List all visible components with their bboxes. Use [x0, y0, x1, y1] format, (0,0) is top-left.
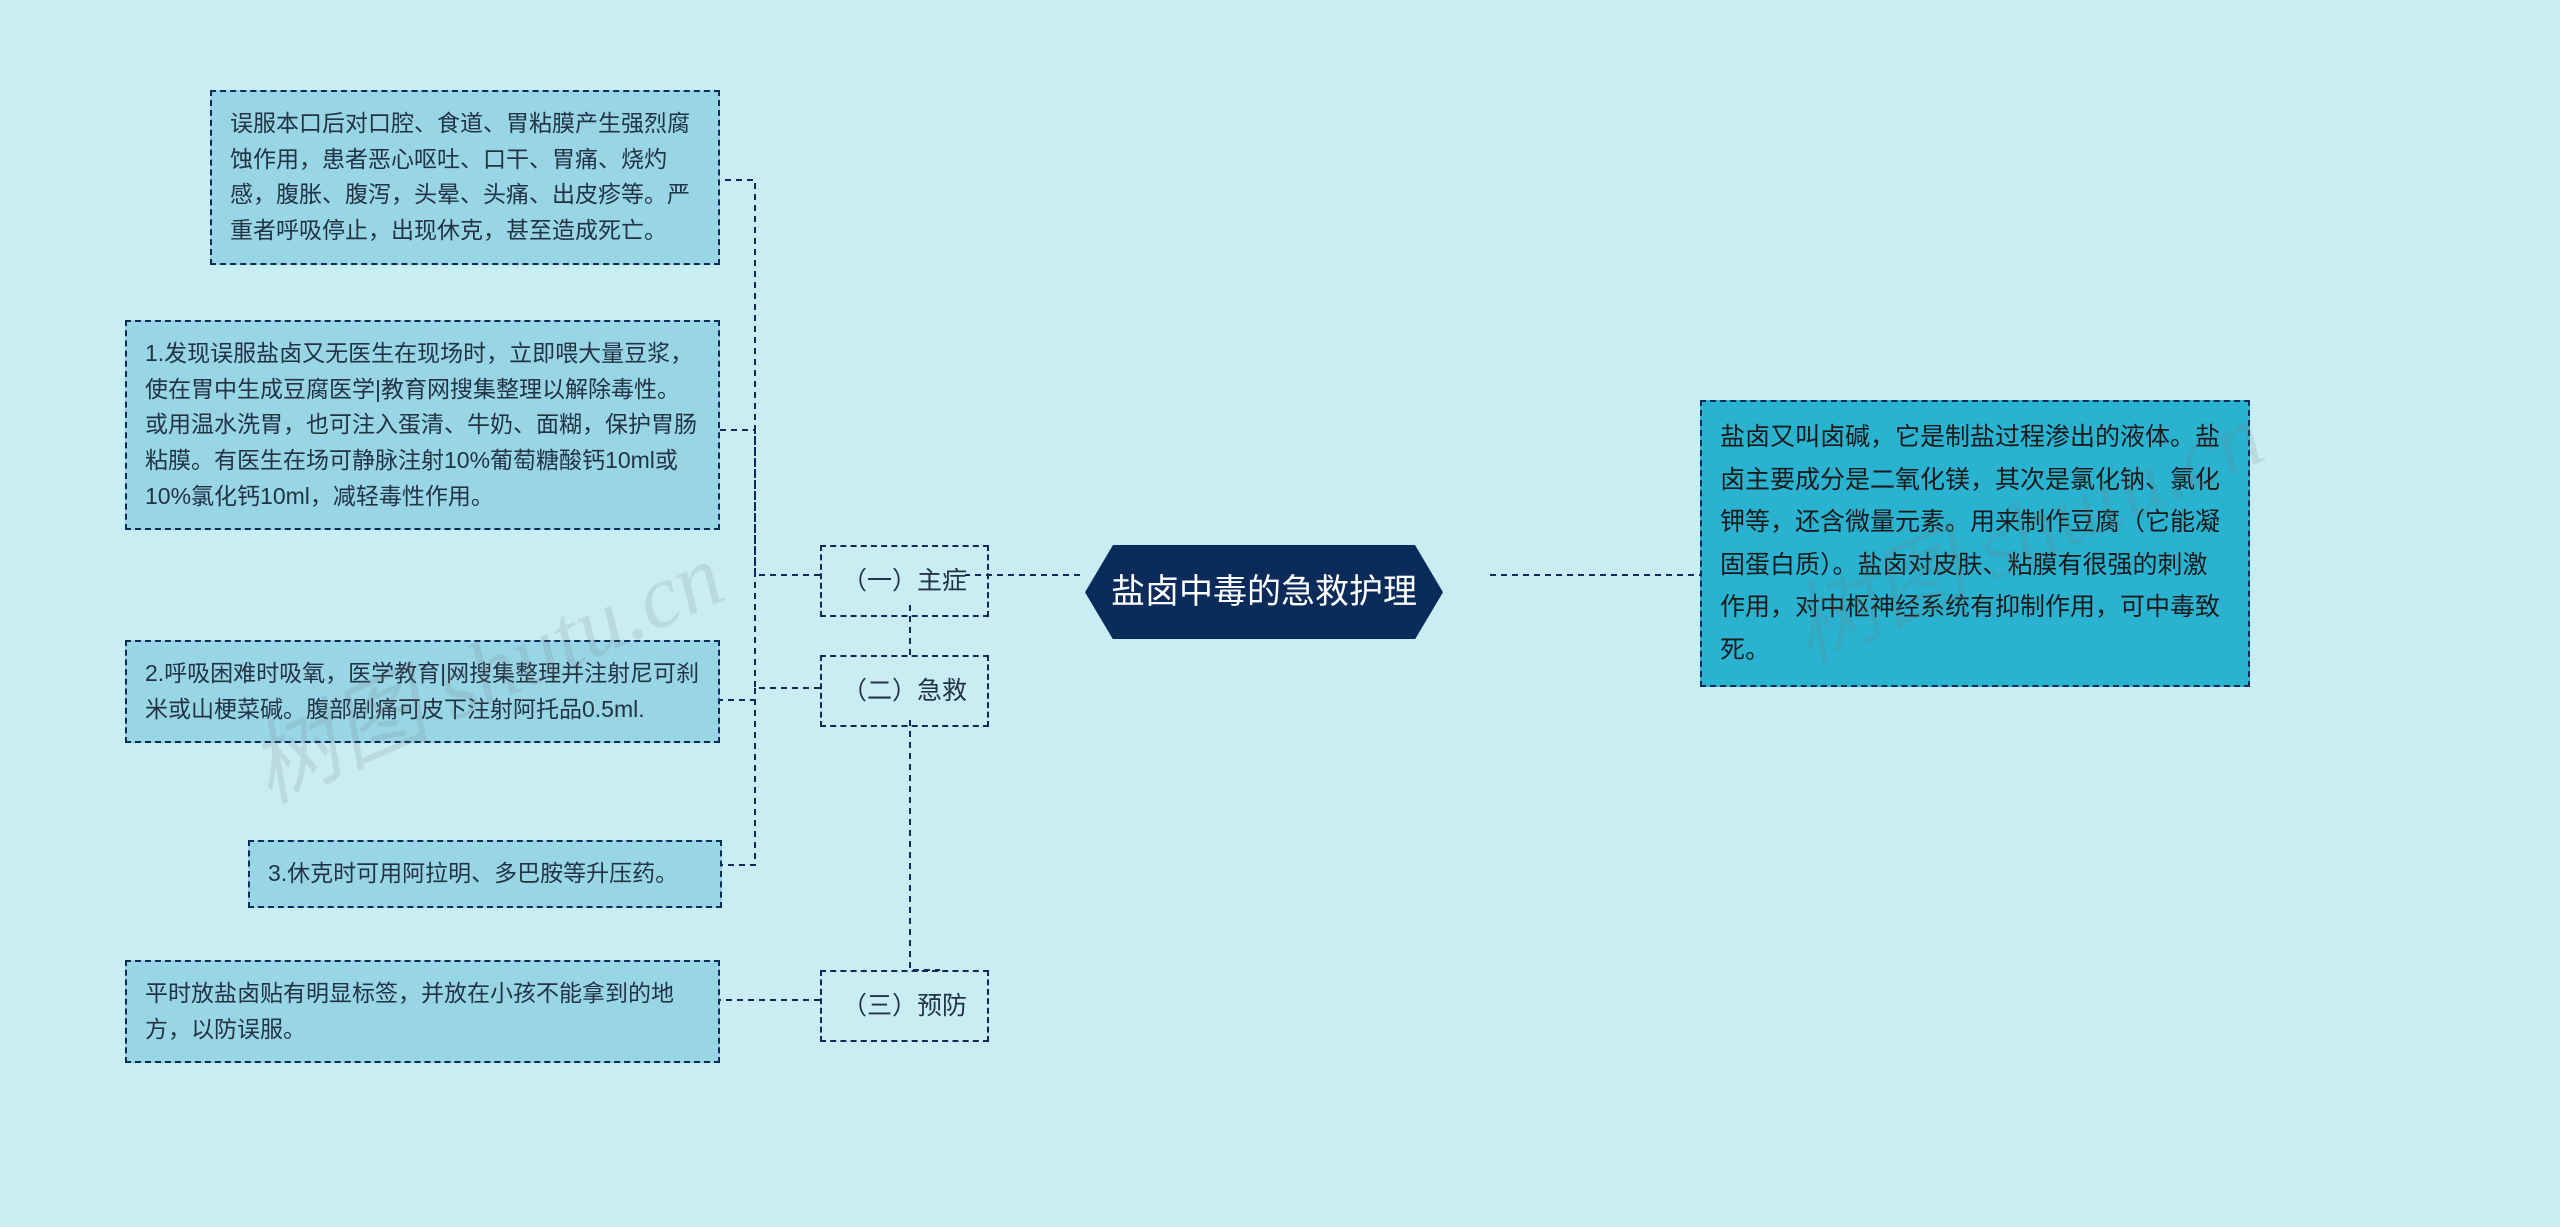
cat2-label: （二）急救 [842, 677, 967, 705]
cat3-label: （三）预防 [842, 992, 967, 1020]
root-node: 盐卤中毒的急救护理 [1085, 545, 1443, 639]
leaf-prevention-detail: 平时放盐卤贴有明显标签，并放在小孩不能拿到的地方，以防误服。 [125, 960, 720, 1063]
mindmap-canvas: 盐卤中毒的急救护理 盐卤又叫卤碱，它是制盐过程渗出的液体。盐卤主要成分是二氧化镁… [0, 0, 2560, 1227]
right-desc-text: 盐卤又叫卤碱，它是制盐过程渗出的液体。盐卤主要成分是二氧化镁，其次是氯化钠、氯化… [1720, 423, 2220, 664]
l1-text: 误服本口后对口腔、食道、胃粘膜产生强烈腐蚀作用，患者恶心呕吐、口干、胃痛、烧灼感… [230, 110, 690, 243]
leaf-firstaid-3: 3.休克时可用阿拉明、多巴胺等升压药。 [248, 840, 722, 908]
category-prevention: （三）预防 [820, 970, 989, 1042]
leaf-firstaid-2: 2.呼吸困难时吸氧，医学教育|网搜集整理并注射尼可刹米或山梗菜碱。腹部剧痛可皮下… [125, 640, 720, 743]
leaf-symptom-detail: 误服本口后对口腔、食道、胃粘膜产生强烈腐蚀作用，患者恶心呕吐、口干、胃痛、烧灼感… [210, 90, 720, 265]
l5-text: 平时放盐卤贴有明显标签，并放在小孩不能拿到的地方，以防误服。 [145, 980, 674, 1042]
category-firstaid: （二）急救 [820, 655, 989, 727]
l4-text: 3.休克时可用阿拉明、多巴胺等升压药。 [268, 860, 678, 886]
root-label: 盐卤中毒的急救护理 [1111, 573, 1417, 611]
right-description: 盐卤又叫卤碱，它是制盐过程渗出的液体。盐卤主要成分是二氧化镁，其次是氯化钠、氯化… [1700, 400, 2250, 687]
cat1-label: （一）主症 [842, 567, 967, 595]
category-symptom: （一）主症 [820, 545, 989, 617]
leaf-firstaid-1: 1.发现误服盐卤又无医生在现场时，立即喂大量豆浆，使在胃中生成豆腐医学|教育网搜… [125, 320, 720, 530]
l2-text: 1.发现误服盐卤又无医生在现场时，立即喂大量豆浆，使在胃中生成豆腐医学|教育网搜… [145, 340, 697, 509]
l3-text: 2.呼吸困难时吸氧，医学教育|网搜集整理并注射尼可刹米或山梗菜碱。腹部剧痛可皮下… [145, 660, 699, 722]
